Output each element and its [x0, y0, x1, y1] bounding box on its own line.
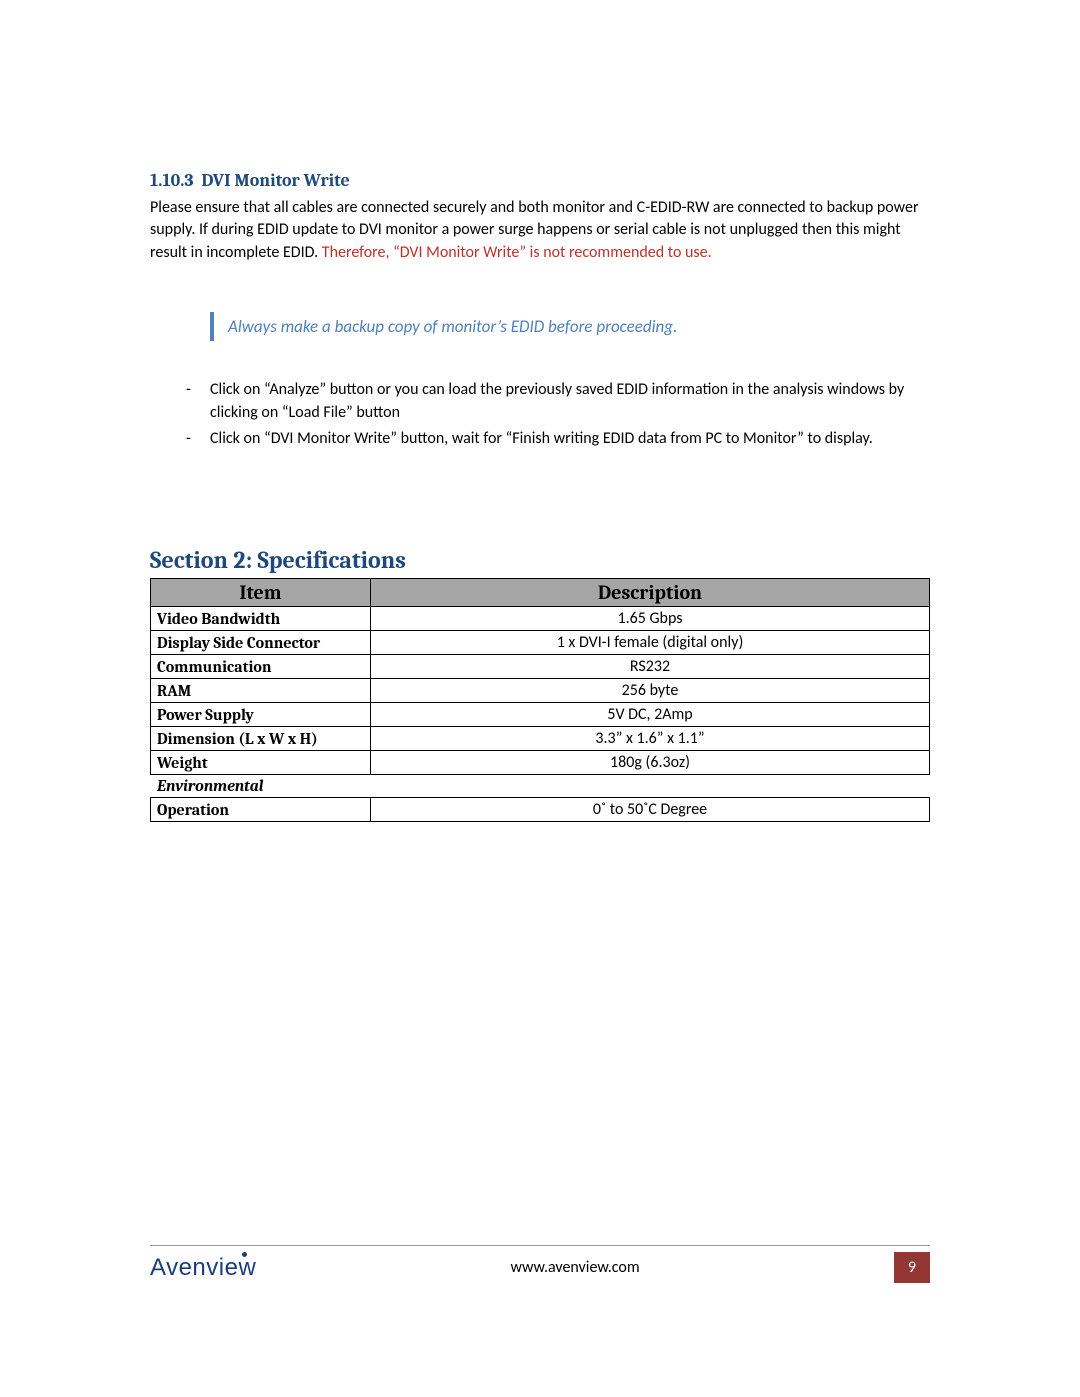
spec-subheader: Environmental: [151, 775, 930, 798]
page-number: 9: [894, 1252, 930, 1283]
table-row: Display Side Connector1 x DVI-I female (…: [151, 631, 930, 655]
spec-label: Dimension (L x W x H): [151, 727, 371, 751]
footer-url: www.avenview.com: [256, 1258, 894, 1277]
callout-text: Always make a backup copy of monitor’s E…: [228, 316, 677, 337]
list-item-text: Click on “DVI Monitor Write” button, wai…: [210, 429, 873, 448]
table-header-row: Item Description: [151, 579, 930, 607]
brand-dot-icon: [242, 1252, 247, 1257]
spec-label: Video Bandwidth: [151, 607, 371, 631]
spec-label: Operation: [151, 798, 371, 822]
warning-text: Therefore, “DVI Monitor Write” is not re…: [322, 243, 712, 262]
table-row: Video Bandwidth1.65 Gbps: [151, 607, 930, 631]
specifications-table: Item Description Video Bandwidth1.65 Gbp…: [150, 578, 930, 822]
list-item: Click on “DVI Monitor Write” button, wai…: [186, 428, 930, 450]
table-header-item: Item: [151, 579, 371, 607]
table-row: CommunicationRS232: [151, 655, 930, 679]
spec-value: 1.65 Gbps: [371, 607, 930, 631]
spec-value: 0˚ to 50˚C Degree: [371, 798, 930, 822]
spec-label: Communication: [151, 655, 371, 679]
spec-label: Weight: [151, 751, 371, 775]
instruction-list: Click on “Analyze” button or you can loa…: [186, 379, 930, 450]
table-row: Dimension (L x W x H)3.3” x 1.6” x 1.1”: [151, 727, 930, 751]
table-row: Weight180g (6.3oz): [151, 751, 930, 775]
callout-note: Always make a backup copy of monitor’s E…: [210, 312, 930, 341]
spec-label: Power Supply: [151, 703, 371, 727]
table-row: Power Supply5V DC, 2Amp: [151, 703, 930, 727]
spec-value: 3.3” x 1.6” x 1.1”: [371, 727, 930, 751]
spec-value: 1 x DVI-I female (digital only): [371, 631, 930, 655]
table-subheader-row: Environmental: [151, 775, 930, 798]
spec-label: RAM: [151, 679, 371, 703]
spec-value: 5V DC, 2Amp: [371, 703, 930, 727]
subsection-heading: 1.10.3 DVI Monitor Write: [150, 170, 930, 191]
spec-value: RS232: [371, 655, 930, 679]
brand-text: Avenview: [150, 1254, 256, 1281]
spec-label: Display Side Connector: [151, 631, 371, 655]
subsection-title: DVI Monitor Write: [201, 170, 349, 191]
subsection-number: 1.10.3: [150, 170, 194, 191]
brand-logo: Avenview: [150, 1254, 256, 1282]
spec-value: 256 byte: [371, 679, 930, 703]
table-row: Operation0˚ to 50˚C Degree: [151, 798, 930, 822]
intro-paragraph: Please ensure that all cables are connec…: [150, 197, 930, 264]
page-footer: Avenview www.avenview.com 9: [150, 1245, 930, 1283]
table-row: RAM256 byte: [151, 679, 930, 703]
table-header-description: Description: [371, 579, 930, 607]
spec-value: 180g (6.3oz): [371, 751, 930, 775]
list-item-text: Click on “Analyze” button or you can loa…: [210, 380, 904, 421]
section-heading: Section 2: Specifications: [150, 546, 930, 574]
list-item: Click on “Analyze” button or you can loa…: [186, 379, 930, 424]
